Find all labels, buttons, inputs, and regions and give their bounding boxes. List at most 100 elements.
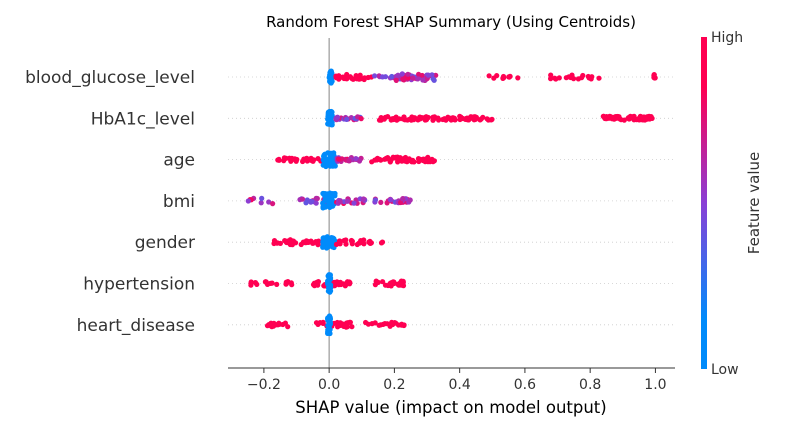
point-bmi: [326, 200, 332, 206]
point-bmi: [372, 197, 378, 203]
point-age: [416, 158, 422, 165]
point-blood_glucose_level: [400, 76, 406, 82]
point-age: [328, 151, 334, 157]
point-HbA1c_level: [385, 114, 391, 120]
x-axis-label: SHAP value (impact on model output): [295, 398, 606, 417]
point-bmi: [322, 196, 328, 202]
point-age: [392, 155, 398, 161]
point-heart_disease: [337, 322, 343, 328]
point-gender: [298, 241, 304, 248]
point-hypertension: [314, 279, 320, 285]
point-gender: [308, 238, 314, 244]
point-blood_glucose_level: [416, 71, 422, 77]
point-blood_glucose_level: [429, 72, 435, 78]
point-bmi: [258, 200, 264, 206]
point-HbA1c_level: [621, 117, 627, 123]
point-blood_glucose_level: [405, 71, 411, 77]
point-blood_glucose_level: [399, 71, 405, 77]
point-hypertension: [274, 281, 280, 287]
feature-label-HbA1c_level: HbA1c_level: [91, 109, 195, 129]
point-age: [397, 155, 404, 161]
point-bmi: [303, 200, 309, 206]
point-age: [323, 163, 329, 169]
point-gender: [361, 241, 367, 247]
point-bmi: [313, 195, 319, 201]
point-gender: [349, 238, 355, 244]
point-blood_glucose_level: [410, 75, 416, 81]
point-blood_glucose_level: [357, 74, 363, 80]
point-heart_disease: [363, 319, 369, 326]
chart-title: Random Forest SHAP Summary (Using Centro…: [266, 13, 636, 31]
point-bmi: [308, 198, 314, 204]
point-HbA1c_level: [642, 117, 648, 123]
point-HbA1c_level: [327, 110, 333, 116]
point-blood_glucose_level: [568, 74, 574, 81]
point-age: [321, 157, 327, 163]
point-heart_disease: [344, 324, 351, 330]
point-bmi: [245, 198, 251, 204]
point-bmi: [326, 193, 332, 199]
point-age: [387, 159, 393, 165]
point-age: [275, 157, 281, 163]
point-bmi: [388, 197, 394, 203]
point-bmi: [344, 198, 351, 204]
point-age: [395, 159, 401, 165]
point-heart_disease: [315, 321, 321, 327]
points-HbA1c_level: [325, 108, 655, 128]
point-hypertension: [380, 279, 386, 285]
feature-label-age: age: [163, 151, 195, 171]
point-bmi: [332, 190, 338, 197]
point-blood_glucose_level: [372, 73, 378, 79]
point-bmi: [384, 200, 390, 206]
point-gender: [354, 241, 360, 248]
point-age: [420, 156, 426, 162]
point-bmi: [407, 197, 413, 203]
point-gender: [303, 238, 309, 244]
point-HbA1c_level: [463, 115, 469, 122]
point-bmi: [266, 199, 272, 205]
point-heart_disease: [349, 324, 355, 330]
point-HbA1c_level: [334, 114, 341, 120]
point-gender: [274, 240, 280, 246]
point-blood_glucose_level: [491, 75, 497, 81]
point-HbA1c_level: [417, 116, 423, 122]
point-gender: [320, 235, 326, 241]
x-tick-label: 0.0: [318, 377, 340, 393]
point-heart_disease: [285, 324, 291, 330]
point-bmi: [351, 200, 357, 206]
point-blood_glucose_level: [361, 76, 367, 83]
point-hypertension: [327, 276, 333, 282]
point-heart_disease: [327, 316, 333, 322]
point-HbA1c_level: [436, 117, 442, 123]
point-HbA1c_level: [639, 114, 645, 120]
point-hypertension: [283, 281, 289, 287]
point-HbA1c_level: [378, 117, 384, 123]
point-age: [311, 157, 317, 163]
point-blood_glucose_level: [589, 74, 595, 80]
point-hypertension: [327, 283, 333, 289]
point-heart_disease: [387, 323, 393, 329]
point-age: [335, 156, 342, 162]
point-HbA1c_level: [626, 116, 632, 122]
point-HbA1c_level: [443, 117, 449, 123]
shap-points: [245, 68, 658, 337]
point-blood_glucose_level: [420, 77, 426, 83]
point-age: [406, 156, 412, 162]
point-HbA1c_level: [480, 114, 486, 120]
point-heart_disease: [380, 321, 386, 327]
points-age: [275, 150, 437, 170]
point-heart_disease: [325, 330, 331, 336]
point-age: [328, 158, 334, 164]
row-guides: [228, 76, 675, 326]
points-hypertension: [248, 272, 407, 295]
x-tick-label: 1.0: [644, 377, 666, 393]
point-HbA1c_level: [457, 116, 463, 123]
point-gender: [316, 238, 322, 244]
feature-label-blood_glucose_level: blood_glucose_level: [25, 68, 195, 88]
point-gender: [341, 237, 347, 244]
points-heart_disease: [264, 313, 407, 337]
point-HbA1c_level: [325, 117, 331, 123]
point-HbA1c_level: [452, 117, 458, 123]
